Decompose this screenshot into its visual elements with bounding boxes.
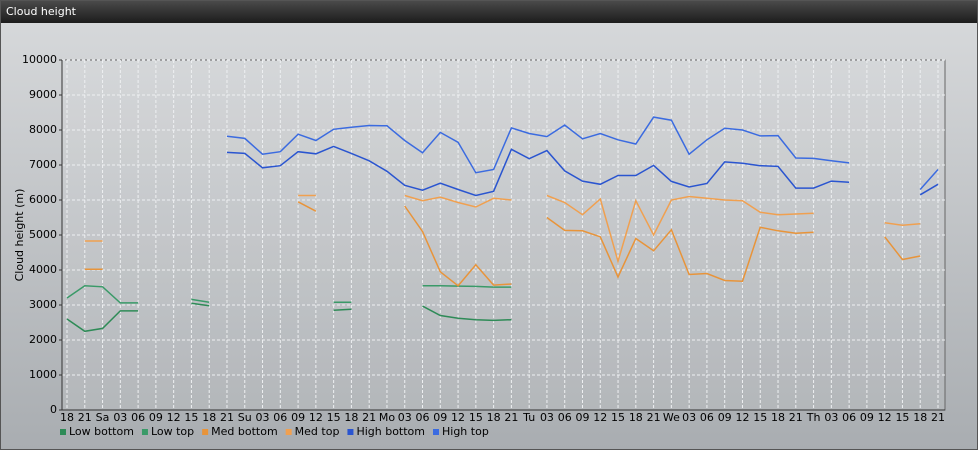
x-tick-label: 12	[593, 411, 607, 424]
x-tick-label: 09	[718, 411, 732, 424]
y-tick-label: 1000	[29, 368, 57, 381]
legend-swatch	[347, 429, 354, 435]
x-tick-label: 06	[700, 411, 714, 424]
legend-swatch	[433, 429, 439, 435]
x-tick-label: 21	[78, 411, 92, 424]
legend-label: Low bottom	[69, 425, 134, 438]
chart: Cloud height (m) 0 1000 2000 3000 4000 5000 60…	[13, 53, 946, 438]
series-line	[226, 116, 939, 190]
y-tick-label: 4000	[29, 263, 57, 276]
x-tick-label: Mo	[379, 411, 395, 424]
x-tick-label: Su	[238, 411, 252, 424]
x-tick-label: 15	[469, 411, 483, 424]
series-line	[226, 145, 939, 197]
x-tick-label: 12	[735, 411, 749, 424]
x-tick-label: 06	[273, 411, 287, 424]
x-tick-label: 21	[362, 411, 376, 424]
y-tick-label: 0	[50, 403, 57, 416]
legend-label: Low top	[151, 425, 194, 438]
x-tick-label: 21	[931, 411, 945, 424]
x-tick-label: 18	[913, 411, 927, 424]
x-tick-label: Sa	[96, 411, 110, 424]
series-line	[84, 194, 921, 265]
x-tick-label: 06	[842, 411, 856, 424]
x-tick-label: 21	[504, 411, 518, 424]
x-tick-label: 21	[789, 411, 803, 424]
legend-swatch	[285, 429, 292, 435]
x-tick-label: 09	[291, 411, 305, 424]
series-line	[84, 201, 921, 287]
x-tick-label: 03	[824, 411, 838, 424]
legend-swatch	[202, 429, 209, 435]
x-tick-label: 18	[202, 411, 216, 424]
y-tick-label: 3000	[29, 298, 57, 311]
legend-swatch	[60, 429, 66, 435]
legend-label: Med bottom	[211, 425, 278, 438]
x-tick-label: 15	[611, 411, 625, 424]
x-tick-label: Th	[806, 411, 821, 424]
x-tick-label: 06	[131, 411, 145, 424]
x-tick-label: 03	[256, 411, 270, 424]
y-tick-label: 8000	[29, 123, 57, 136]
window-title: Cloud height	[1, 1, 977, 23]
x-tick-label: 09	[433, 411, 447, 424]
x-tick-label: 03	[398, 411, 412, 424]
x-tick-label: 09	[575, 411, 589, 424]
y-tick-label: 10000	[22, 53, 57, 66]
y-tick-label: 2000	[29, 333, 57, 346]
x-tick-label: 03	[113, 411, 127, 424]
x-tick-label: 15	[895, 411, 909, 424]
legend-label: High bottom	[356, 425, 425, 438]
legend-swatch	[141, 429, 148, 435]
x-tick-label: 15	[753, 411, 767, 424]
legend-label: High top	[442, 425, 489, 438]
x-tick-label: 12	[451, 411, 465, 424]
x-tick-label: 12	[878, 411, 892, 424]
x-tick-label: 18	[344, 411, 358, 424]
x-tick-label: 18	[60, 411, 74, 424]
y-tick-label: 9000	[29, 88, 57, 101]
x-tick-label: 12	[309, 411, 323, 424]
x-tick-label: 15	[327, 411, 341, 424]
x-tick-label: 12	[167, 411, 181, 424]
y-tick-label: 7000	[29, 158, 57, 171]
x-tick-label: 06	[416, 411, 430, 424]
legend-label: Med top	[295, 425, 340, 438]
series-line	[66, 302, 512, 333]
x-tick-label: 15	[184, 411, 198, 424]
x-tick-label: 09	[149, 411, 163, 424]
y-tick-label: 5000	[29, 228, 57, 241]
x-tick-label: 03	[682, 411, 696, 424]
x-tick-label: 03	[540, 411, 554, 424]
x-tick-label: 18	[629, 411, 643, 424]
y-axis-title: Cloud height (m)	[13, 189, 26, 282]
series-line	[66, 285, 512, 304]
x-tick-label: 21	[647, 411, 661, 424]
x-tick-label: 21	[220, 411, 234, 424]
x-tick-label: 06	[558, 411, 572, 424]
x-tick-label: Tu	[522, 411, 535, 424]
x-tick-label: 09	[860, 411, 874, 424]
x-tick-label: 18	[487, 411, 501, 424]
y-tick-label: 6000	[29, 193, 57, 206]
x-tick-label: 18	[771, 411, 785, 424]
x-tick-label: We	[663, 411, 680, 424]
